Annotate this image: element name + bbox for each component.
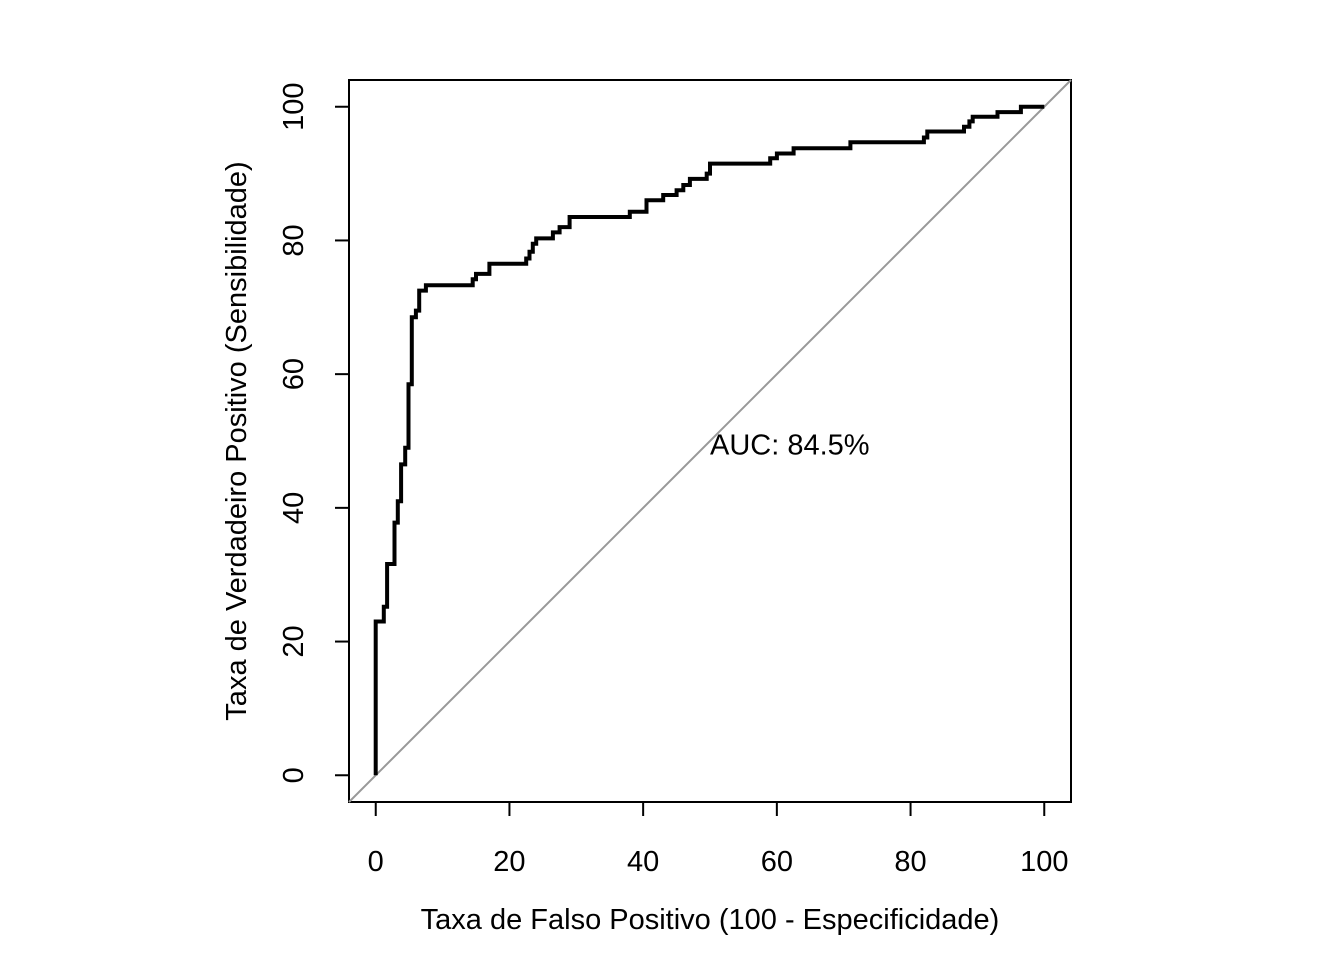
- x-tick-label: 0: [368, 846, 384, 878]
- y-tick-label: 0: [278, 767, 310, 783]
- plot-frame: [348, 79, 1072, 803]
- x-axis-label: Taxa de Falso Positivo (100 - Especifici…: [421, 904, 1000, 936]
- auc-annotation: AUC: 84.5%: [710, 429, 870, 461]
- y-tick-label: 80: [278, 224, 310, 256]
- y-tick-label: 100: [278, 83, 310, 131]
- y-tick-label: 60: [278, 358, 310, 390]
- reference-diagonal-line: [348, 79, 1072, 803]
- y-tick-label: 40: [278, 492, 310, 524]
- roc-curve-line: [373, 104, 1045, 776]
- y-axis-label: Taxa de Verdadeiro Positivo (Sensibilida…: [221, 161, 253, 720]
- y-axis: 0 20 40 60 80 100: [278, 83, 349, 783]
- x-tick-label: 40: [627, 846, 659, 878]
- y-tick-label: 20: [278, 625, 310, 657]
- x-tick-label: 80: [894, 846, 926, 878]
- x-tick-label: 100: [1020, 846, 1068, 878]
- x-axis: 0 20 40 60 80 100: [368, 802, 1068, 878]
- x-tick-label: 60: [761, 846, 793, 878]
- x-tick-label: 20: [493, 846, 525, 878]
